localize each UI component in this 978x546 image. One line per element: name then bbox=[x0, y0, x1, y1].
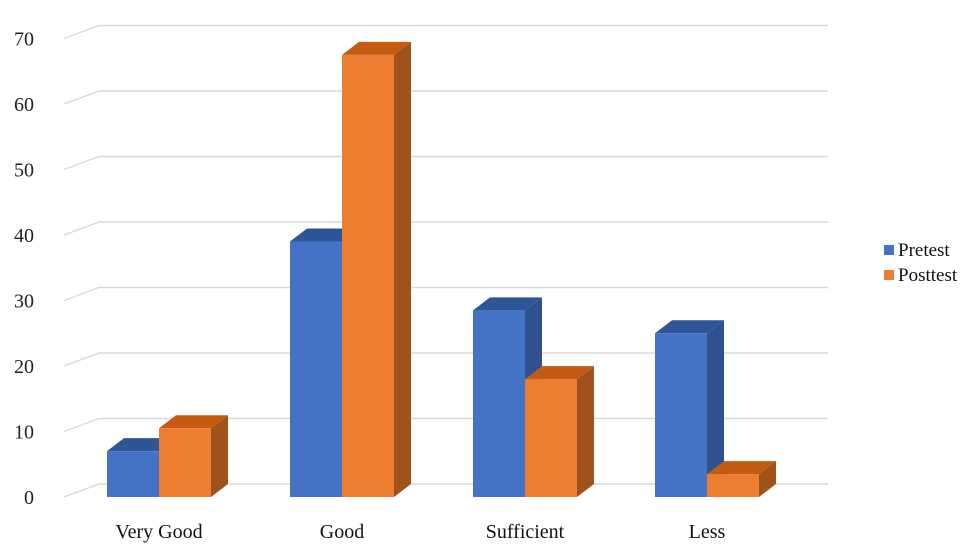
legend-swatch-pretest bbox=[884, 245, 894, 255]
bar-pretest-less bbox=[655, 320, 724, 497]
x-axis-labels: Very Good Good Sufficient Less bbox=[115, 521, 725, 543]
legend-swatch-posttest bbox=[884, 270, 894, 280]
bar-posttest-less bbox=[707, 461, 776, 497]
gridlines bbox=[63, 24, 828, 498]
x-category-label-good: Good bbox=[320, 521, 364, 543]
bars bbox=[107, 41, 776, 498]
y-tick-label-70: 70 bbox=[14, 29, 34, 51]
x-category-label-sufficient: Sufficient bbox=[486, 521, 565, 543]
gridline-40 bbox=[63, 221, 828, 236]
x-category-label-less: Less bbox=[689, 521, 726, 543]
legend-label-pretest: Pretest bbox=[898, 240, 950, 261]
y-tick-label-10: 10 bbox=[14, 422, 34, 444]
gridline-70 bbox=[63, 24, 828, 40]
y-tick-label-30: 30 bbox=[14, 291, 34, 313]
bar-posttest-good bbox=[342, 41, 411, 497]
y-tick-label-20: 20 bbox=[14, 356, 34, 378]
gridline-30 bbox=[63, 286, 828, 302]
y-tick-label-50: 50 bbox=[14, 160, 34, 182]
gridline-50 bbox=[63, 155, 828, 171]
legend: Pretest Posttest bbox=[884, 240, 958, 286]
y-axis-ticks: 0 10 20 30 40 50 60 70 bbox=[14, 29, 34, 510]
y-tick-label-40: 40 bbox=[14, 225, 34, 247]
legend-label-posttest: Posttest bbox=[898, 265, 958, 286]
bar-posttest-very-good bbox=[159, 415, 228, 497]
gridline-60 bbox=[63, 90, 828, 105]
x-category-label-very-good: Very Good bbox=[115, 521, 202, 543]
bar-posttest-sufficient bbox=[525, 366, 594, 497]
y-tick-label-0: 0 bbox=[24, 487, 34, 509]
y-tick-label-60: 60 bbox=[14, 94, 34, 116]
gridline-20 bbox=[63, 352, 828, 367]
